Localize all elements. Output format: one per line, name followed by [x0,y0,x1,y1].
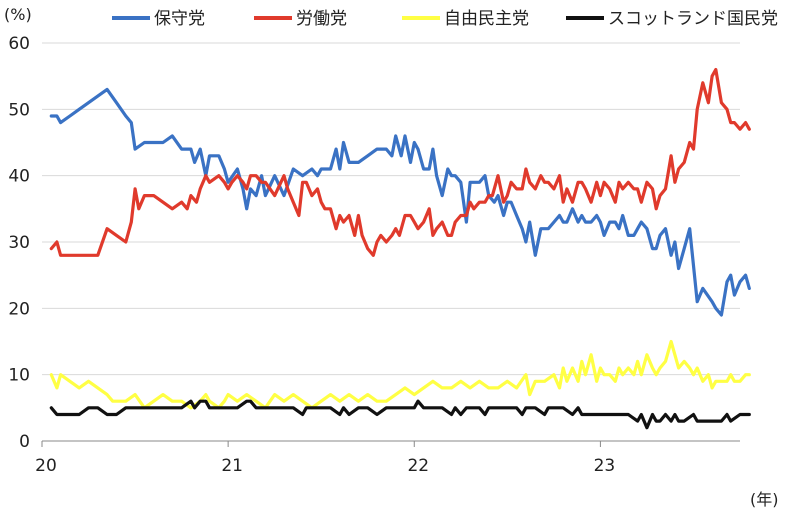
y-tick-label: 0 [19,432,30,452]
y-tick-label: 50 [8,100,30,120]
series-line-1 [49,67,751,257]
y-axis-unit: (%) [4,5,32,24]
x-tick-label: 23 [594,456,616,476]
y-tick-label: 10 [8,366,30,386]
legend-label: 自由民主党 [444,9,529,29]
x-tick-label: 21 [221,456,243,476]
y-tick-label: 40 [8,167,30,187]
x-axis-ticks: 20 21 22 23 [35,441,615,476]
series-lines [49,67,751,430]
gridlines [42,42,740,442]
series-line-0 [49,87,751,317]
y-axis-ticks: 0 10 20 30 40 50 60 [8,34,30,452]
y-tick-label: 20 [8,299,30,319]
y-tick-label: 30 [8,233,30,253]
legend-label: 保守党 [154,9,205,29]
series-line-3 [49,399,751,430]
x-axis-unit: (年) [750,490,779,509]
x-tick-label: 20 [35,456,57,476]
series-line-2 [49,339,751,410]
x-tick-label: 22 [407,456,429,476]
legend-label: スコットランド国民党 [608,9,778,29]
y-tick-label: 60 [8,34,30,54]
legend-label: 労働党 [296,9,347,29]
legend: 保守党 労働党 自由民主党 スコットランド国民党 [112,9,778,29]
